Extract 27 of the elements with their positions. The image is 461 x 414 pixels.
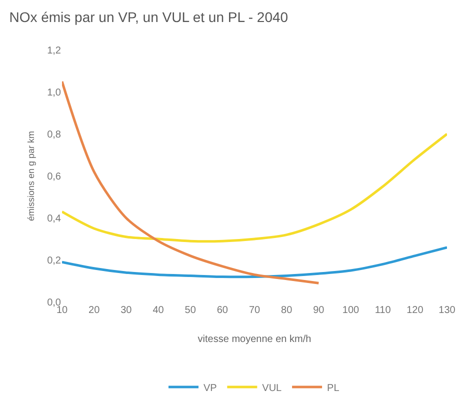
x-tick-label: 20 [88,305,100,316]
x-tick-label: 50 [184,305,196,316]
y-axis-title: émissions en g par km [26,130,36,222]
y-tick-label: 1,0 [47,88,62,98]
y-tick-label: 0,8 [47,130,62,140]
x-tick-label: 70 [248,305,260,316]
chart-title: NOx émis par un VP, un VUL et un PL - 2040 [9,9,288,26]
y-tick-label: 0,2 [47,256,62,266]
line-series [62,80,320,284]
x-tick-label: 120 [406,305,424,316]
x-tick-label: 100 [342,305,360,316]
line-series [62,246,447,278]
line-series [62,132,447,243]
x-tick-label: 30 [120,305,132,316]
y-tick-label: 0,6 [47,172,62,182]
legend-label: PL [327,382,340,394]
y-tick-label: 1,2 [47,46,62,56]
x-axis-title: vitesse moyenne en km/h [198,334,312,345]
legend-label: VUL [262,382,282,394]
x-tick-label: 60 [216,305,228,316]
y-tick-label: 0,4 [47,214,62,224]
x-tick-label: 40 [152,305,164,316]
x-tick-label: 130 [438,305,456,316]
x-tick-label: 90 [313,305,325,316]
legend-label: VP [204,382,218,394]
x-tick-label: 110 [374,305,392,316]
x-tick-label: 80 [281,305,293,316]
